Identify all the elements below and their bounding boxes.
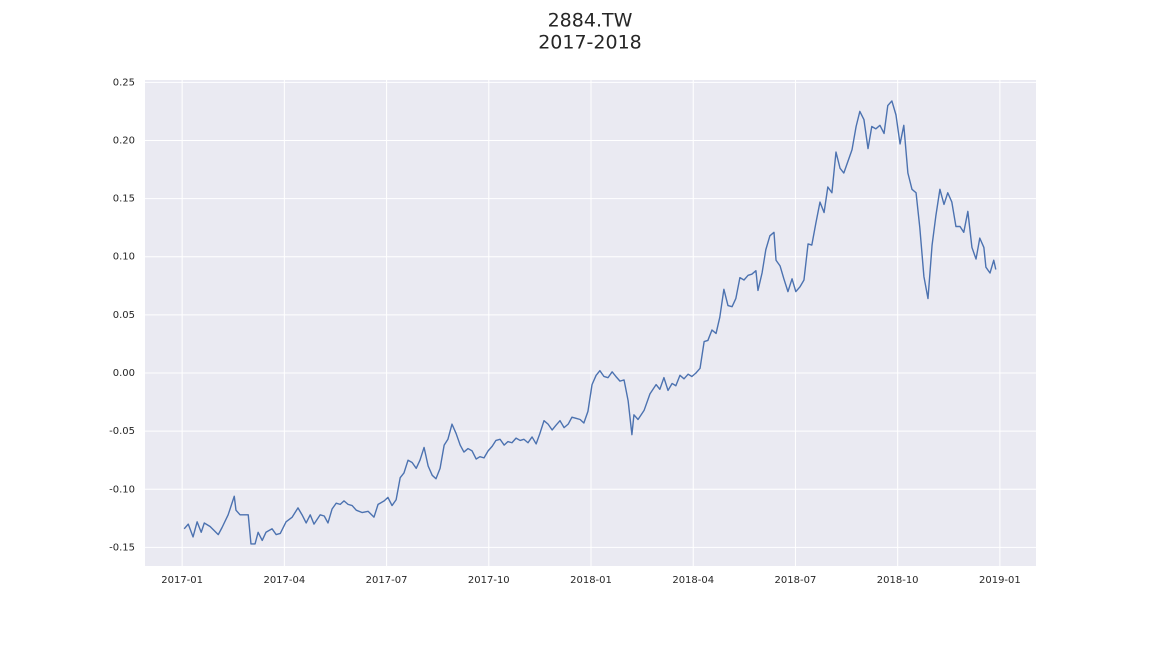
y-tick-label: 0.15 <box>113 194 135 205</box>
y-tick-label: 0.20 <box>113 135 135 146</box>
y-tick-label: 0.10 <box>113 252 135 263</box>
x-tick-label: 2018-10 <box>877 575 919 586</box>
plot-area <box>145 80 1036 566</box>
y-tick-label: 0.25 <box>113 77 135 88</box>
y-tick-label: -0.15 <box>109 542 135 553</box>
x-tick-label: 2019-01 <box>979 575 1021 586</box>
x-tick-label: 2017-07 <box>366 575 408 586</box>
x-tick-label: 2017-01 <box>161 575 203 586</box>
y-tick-label: 0.00 <box>113 368 135 379</box>
chart-subtitle: 2017-2018 <box>538 32 642 54</box>
x-tick-label: 2018-04 <box>672 575 714 586</box>
x-tick-label: 2017-04 <box>263 575 305 586</box>
data-line <box>183 100 997 545</box>
y-tick-label: -0.05 <box>109 426 135 437</box>
x-tick-label: 2017-10 <box>468 575 510 586</box>
y-tick-label: -0.10 <box>109 484 135 495</box>
x-tick-label: 2018-01 <box>570 575 612 586</box>
y-tick-label: 0.05 <box>113 310 135 321</box>
x-tick-label: 2018-07 <box>775 575 817 586</box>
chart-title: 2884.TW <box>548 10 633 32</box>
